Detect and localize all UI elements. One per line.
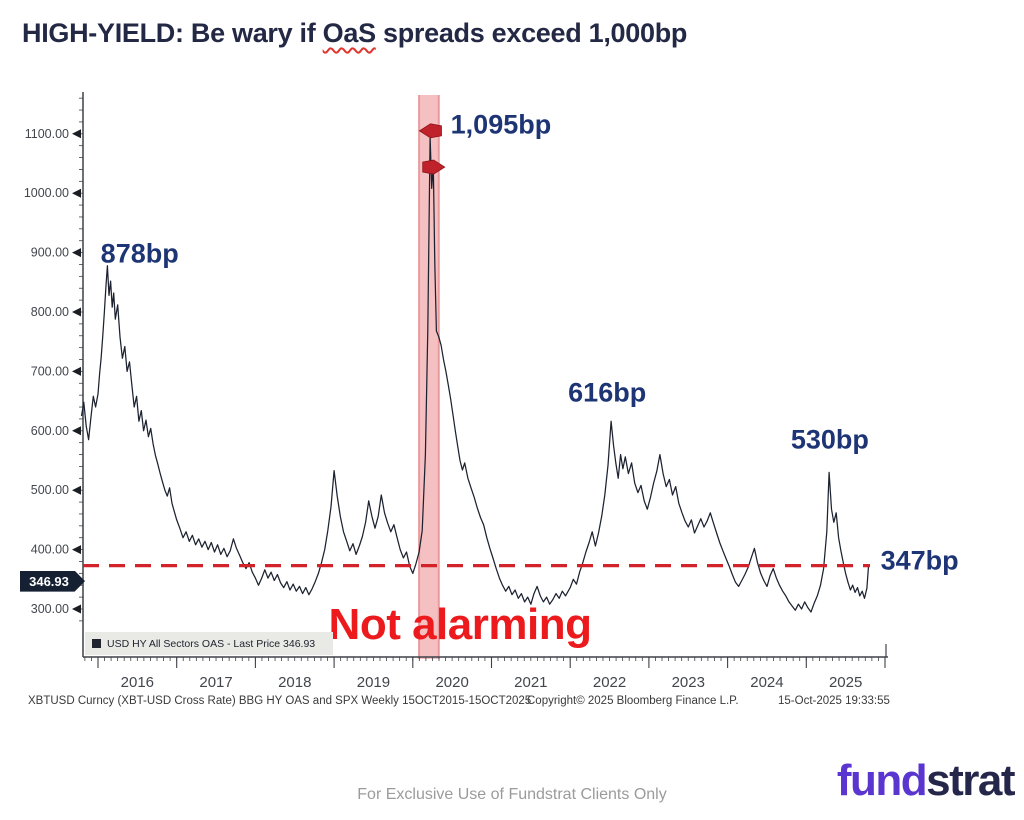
svg-text:2022: 2022: [593, 674, 626, 691]
chart-legend: USD HY All Sectors OAS - Last Price 346.…: [85, 632, 333, 655]
svg-text:2018: 2018: [278, 674, 311, 691]
svg-text:2023: 2023: [672, 674, 705, 691]
svg-text:300.00: 300.00: [31, 602, 69, 616]
annotation-530bp: 530bp: [790, 424, 869, 455]
svg-text:700.00: 700.00: [31, 364, 69, 378]
svg-text:1000.00: 1000.00: [24, 186, 69, 200]
fundstrat-logo: fundstrat: [836, 756, 1016, 806]
svg-text:2024: 2024: [750, 674, 783, 691]
logo-fund: fund: [836, 756, 928, 805]
svg-text:1100.00: 1100.00: [25, 127, 69, 141]
spike-arrow-icon: [422, 159, 446, 175]
svg-text:900.00: 900.00: [31, 246, 69, 260]
svg-text:600.00: 600.00: [31, 424, 69, 438]
title-text-post: spreads exceed 1,000bp: [375, 18, 688, 48]
svg-text:400.00: 400.00: [31, 543, 69, 557]
page-title: HIGH-YIELD: Be wary if OaS spreads excee…: [22, 18, 687, 49]
spike-arrow-icon: [418, 123, 442, 139]
annotation-347bp: 347bp: [880, 545, 959, 576]
svg-text:2025: 2025: [829, 674, 862, 691]
svg-text:500.00: 500.00: [31, 483, 69, 497]
svg-text:2021: 2021: [514, 674, 547, 691]
annotation-1095bp: 1,095bp: [450, 109, 552, 140]
svg-text:2019: 2019: [357, 674, 390, 691]
svg-text:800.00: 800.00: [31, 305, 69, 319]
copyright-text: Copyright© 2025 Bloomberg Finance L.P.: [527, 695, 739, 707]
annotation-not-alarming: Not alarming: [328, 600, 592, 650]
legend-swatch-icon: [92, 639, 101, 648]
logo-strat: strat: [926, 756, 1015, 805]
chart-source-text: XBTUSD Curncy (XBT-USD Cross Rate) BBG H…: [28, 695, 532, 707]
annotation-878bp: 878bp: [100, 238, 179, 269]
oas-series-line: [80, 136, 870, 613]
svg-text:2016: 2016: [121, 674, 154, 691]
svg-text:2017: 2017: [199, 674, 232, 691]
oas-spread-chart: 1100.00 1000.00 900.00 800.00 700.00 600.00 50…: [24, 92, 888, 691]
title-word-oas: OaS: [322, 18, 376, 48]
title-text-pre: HIGH-YIELD: Be wary if: [22, 18, 323, 48]
timestamp-text: 15-Oct-2025 19:33:55: [778, 695, 890, 707]
svg-text:2020: 2020: [435, 674, 468, 691]
last-price-badge: 346.93: [20, 570, 85, 592]
highlight-band: [419, 95, 439, 659]
legend-label: USD HY All Sectors OAS - Last Price 346.…: [107, 637, 316, 650]
annotation-616bp: 616bp: [568, 377, 647, 408]
disclaimer-text: For Exclusive Use of Fundstrat Clients O…: [357, 786, 667, 803]
